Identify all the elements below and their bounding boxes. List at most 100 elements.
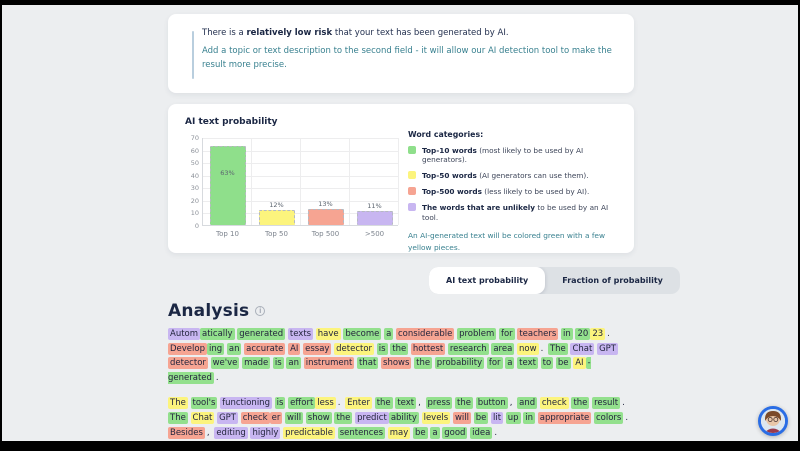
highlighted-word: Chat (191, 412, 215, 424)
legend-item-label: Top-10 words (most likely to be used by … (422, 146, 622, 165)
info-icon[interactable]: i (255, 306, 265, 316)
highlighted-word: . (605, 328, 612, 340)
legend-item: Top-500 words (less likely to be used by… (408, 187, 622, 196)
y-axis-tick: 60 (177, 147, 199, 155)
highlighted-word: . (539, 343, 546, 355)
highlighted-word: button (476, 397, 508, 409)
highlighted-word: problem (457, 328, 496, 340)
highlighted-word: probability (435, 357, 484, 369)
y-axis-tick: 20 (177, 197, 199, 205)
risk-level-text: relatively low risk (246, 28, 332, 38)
risk-message: There is a relatively low risk that your… (202, 27, 616, 41)
highlighted-word: a (430, 427, 439, 439)
highlighted-word: may (388, 427, 411, 439)
highlighted-word: press (426, 397, 453, 409)
risk-alert-card: There is a relatively low risk that your… (168, 14, 634, 93)
x-axis-tick: Top 50 (252, 230, 301, 238)
highlighted-word: become (343, 328, 381, 340)
y-axis-tick: 10 (177, 209, 199, 217)
highlighted-word: now (517, 343, 539, 355)
highlighted-word: text (395, 397, 416, 409)
highlighted-word: result (592, 397, 620, 409)
highlighted-word: we've (211, 357, 240, 369)
highlighted-word: for (487, 357, 503, 369)
highlighted-word: research (448, 343, 489, 355)
highlighted-word: . (214, 372, 221, 384)
highlighted-word: in (523, 412, 535, 424)
highlighted-word: accurate (244, 343, 285, 355)
highlighted-word: an (227, 343, 242, 355)
legend-item-label: Top-50 words (AI generators can use them… (422, 171, 589, 180)
highlighted-word: tool's (191, 397, 218, 409)
highlighted-word: , (416, 397, 423, 409)
highlighted-word: area (491, 343, 514, 355)
highlighted-word: be (413, 427, 428, 439)
x-axis-tick: Top 500 (301, 230, 350, 238)
bar--500 (357, 211, 393, 225)
highlighted-word: Autom (168, 328, 200, 340)
highlighted-word: the (455, 397, 473, 409)
highlighted-word: The (168, 397, 188, 409)
legend-item: Top-50 words (AI generators can use them… (408, 171, 622, 180)
highlighted-word: , (205, 427, 212, 439)
gridline (251, 138, 252, 225)
highlighted-word: check (540, 397, 569, 409)
highlighted-word: sentences (338, 427, 385, 439)
highlighted-word: is (275, 397, 286, 409)
tab-fraction-of-probability[interactable]: Fraction of probability (545, 267, 680, 294)
highlighted-word: functioning (220, 397, 272, 409)
highlighted-word: the (390, 343, 408, 355)
chat-widget-button[interactable] (758, 406, 788, 436)
highlighted-word: idea (470, 427, 492, 439)
x-axis-tick: Top 10 (203, 230, 252, 238)
highlighted-word: Enter (345, 397, 372, 409)
highlighted-word: ing (207, 343, 224, 355)
highlighted-word: ability (389, 412, 419, 424)
bar-value-label: 12% (252, 201, 301, 209)
highlighted-word: editing (214, 427, 247, 439)
legend-heading: Word categories: (408, 130, 622, 139)
y-axis-tick: 70 (177, 134, 199, 142)
legend-swatch-icon (408, 146, 416, 154)
highlighted-word: GPT (597, 343, 618, 355)
legend-item: The words that are unlikely to be used b… (408, 203, 622, 222)
highlighted-word: the (414, 357, 432, 369)
highlighted-word: will (285, 412, 303, 424)
highlighted-word: Develop (168, 343, 207, 355)
highlighted-word: Besides (168, 427, 205, 439)
highlighted-word: show (306, 412, 332, 424)
highlighted-word: in (561, 328, 573, 340)
gridline (349, 138, 350, 225)
highlighted-word: a (384, 328, 393, 340)
y-axis-tick: 30 (177, 184, 199, 192)
highlighted-word: levels (422, 412, 451, 424)
bar-top-50 (259, 210, 295, 225)
highlighted-word: highly (250, 427, 280, 439)
highlighted-word: 20 (575, 328, 590, 340)
alert-accent-bar (192, 31, 194, 79)
highlighted-word: detector (168, 357, 208, 369)
chart-title: AI text probability (185, 117, 278, 127)
highlighted-word: will (453, 412, 471, 424)
highlighted-word: generated (237, 328, 285, 340)
tab-ai-text-probability[interactable]: AI text probability (429, 267, 545, 294)
highlighted-word: GPT (217, 412, 238, 424)
page-background: There is a relatively low risk that your… (2, 5, 798, 441)
highlighted-word: is (377, 343, 388, 355)
bar-top-500 (308, 209, 344, 225)
highlighted-word: that (357, 357, 378, 369)
highlighted-word: appropriate (538, 412, 592, 424)
highlighted-word: be (474, 412, 489, 424)
highlighted-word: to (541, 357, 554, 369)
highlighted-word: . (492, 427, 499, 439)
legend-swatch-icon (408, 203, 416, 211)
highlighted-word: The (168, 412, 188, 424)
bar-value-label: 11% (350, 202, 399, 210)
highlighted-word: teachers (517, 328, 558, 340)
